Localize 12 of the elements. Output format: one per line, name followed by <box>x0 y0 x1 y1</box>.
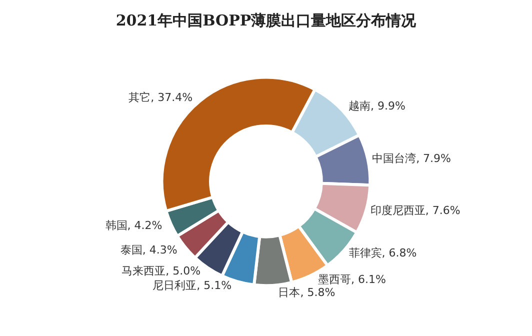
slice-label: 越南, 9.9% <box>348 100 406 113</box>
slice-label: 日本, 5.8% <box>278 286 336 299</box>
slice-label: 印度尼西亚, 7.6% <box>370 204 460 218</box>
slice-label: 泰国, 4.3% <box>120 244 178 257</box>
slice-label: 墨西哥, 6.1% <box>318 272 386 286</box>
slice-label: 菲律宾, 6.8% <box>348 246 417 260</box>
slice-label: 韩国, 4.2% <box>105 219 162 232</box>
chart-title: 2021年中国BOPP薄膜出口量地区分布情况 <box>116 12 418 30</box>
slice-label: 尼日利亚, 5.1% <box>152 279 232 292</box>
slice-label: 其它, 37.4% <box>128 91 193 104</box>
slice-label: 中国台湾, 7.9% <box>372 152 452 166</box>
slice-label: 马来西亚, 5.0% <box>122 264 201 278</box>
